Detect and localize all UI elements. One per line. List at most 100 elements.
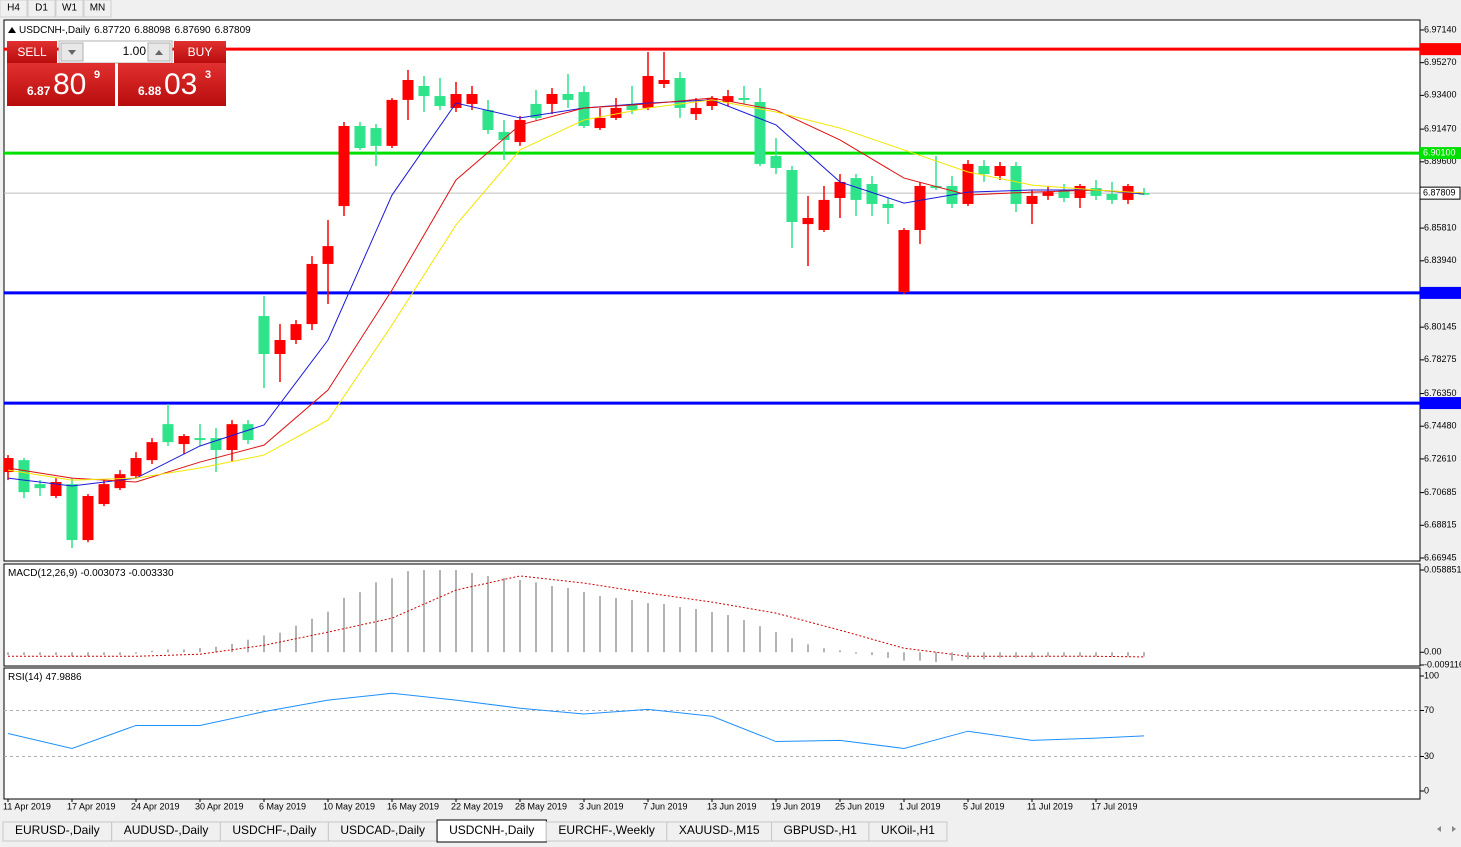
candle-body [274, 340, 286, 355]
candle-body [370, 128, 382, 146]
sell-label[interactable]: SELL [17, 45, 47, 59]
symbol-tab-label[interactable]: UKOil-,H1 [881, 823, 935, 837]
x-tick-label: 10 May 2019 [323, 801, 375, 811]
x-tick-label: 19 Jun 2019 [771, 801, 821, 811]
price-pips: 03 [164, 68, 197, 101]
candle-body [146, 442, 158, 461]
sell-button[interactable] [7, 41, 57, 63]
candle-body [754, 102, 766, 164]
macd-value: -0.003073 [80, 568, 125, 579]
lot-value[interactable]: 1.00 [123, 44, 147, 58]
symbol-tab-label[interactable]: AUDUSD-,Daily [124, 823, 209, 837]
y-tick-label: -0.009116 [1424, 659, 1461, 669]
price-fraction: 9 [94, 69, 100, 81]
symbol-tab-label[interactable]: USDCNH-,Daily [449, 823, 534, 837]
macd-readout: MACD(12,26,9) -0.003073 -0.003330 [8, 568, 174, 579]
candle-body [130, 458, 142, 477]
candle-body [642, 75, 654, 108]
period-label[interactable]: H4 [7, 3, 20, 14]
period-label[interactable]: MN [90, 3, 106, 14]
y-tick-label: 6.68815 [1424, 520, 1457, 530]
symbol-icon [8, 27, 16, 33]
y-tick-label: 0.00 [1424, 647, 1442, 657]
rsi-line [7, 692, 1145, 749]
candle-body [546, 93, 558, 104]
y-tick-label: 6.85810 [1424, 222, 1457, 232]
buy-label[interactable]: BUY [188, 45, 213, 59]
candle-body [690, 107, 702, 115]
period-button[interactable] [0, 0, 28, 18]
candle-body [66, 484, 78, 541]
lot-spinner[interactable] [58, 40, 173, 64]
candle-body [866, 184, 878, 204]
y-tick-label: 0.058851 [1424, 564, 1461, 574]
price-prefix: 6.88 [138, 84, 162, 98]
candle-body [82, 495, 94, 541]
candle-body [722, 96, 734, 103]
price-box[interactable] [7, 63, 115, 106]
y-tick-label: 6.66945 [1424, 552, 1457, 562]
level-price-box [1420, 147, 1461, 160]
candle-body [1010, 166, 1022, 204]
period-button[interactable] [55, 0, 84, 18]
rsi-panel [3, 667, 1421, 800]
candle-body [34, 484, 46, 489]
ohlc-value: 6.87720 [94, 25, 131, 36]
candle-body [578, 92, 590, 126]
candle-body [626, 103, 638, 111]
current-price-box [1419, 186, 1461, 200]
candle-body [354, 125, 366, 149]
candle-body [210, 438, 222, 451]
level-price-label: 6.90100 [1423, 147, 1456, 157]
rsi-value: 47.9886 [45, 672, 82, 683]
candle-body [466, 93, 478, 104]
x-tick-label: 22 May 2019 [451, 801, 503, 811]
y-tick-label: 6.72610 [1424, 453, 1457, 463]
candle-body [1106, 193, 1118, 200]
symbol-tab[interactable] [868, 821, 948, 842]
candle-body [978, 166, 990, 175]
macd-value: -0.003330 [129, 568, 174, 579]
candle-body [1090, 188, 1102, 196]
candle-body [1074, 185, 1086, 199]
candle-body [882, 203, 894, 208]
candle-body [706, 97, 718, 107]
candle-body [434, 96, 446, 107]
buy-button[interactable] [174, 41, 226, 63]
period-button[interactable] [83, 0, 112, 18]
price-prefix: 6.87 [27, 84, 51, 98]
period-label[interactable]: D1 [35, 3, 48, 14]
candle-body [850, 178, 862, 200]
symbol-tab-label[interactable]: GBPUSD-,H1 [784, 823, 858, 837]
period-button[interactable] [27, 0, 56, 18]
candle-body [194, 438, 206, 441]
symbol-tab-label[interactable]: EURCHF-,Weekly [558, 823, 654, 837]
period-label[interactable]: W1 [62, 3, 77, 14]
price-box[interactable] [118, 63, 226, 106]
symbol-tab-label[interactable]: USDCHF-,Daily [232, 823, 316, 837]
x-tick-label: 17 Apr 2019 [67, 801, 116, 811]
x-tick-label: 13 Jun 2019 [707, 801, 757, 811]
main-panel [3, 19, 1421, 562]
candle-body [306, 263, 318, 325]
macd-title: MACD(12,26,9) [8, 568, 77, 579]
y-tick-label: 6.95270 [1424, 57, 1457, 67]
candle-body [914, 185, 926, 231]
candle-body [322, 246, 334, 264]
x-tick-label: 30 Apr 2019 [195, 801, 244, 811]
symbol-tab-label[interactable]: USDCAD-,Daily [340, 823, 425, 837]
symbol-tab-label[interactable]: XAUUSD-,M15 [679, 823, 760, 837]
candle-body [786, 170, 798, 222]
candle-body [962, 163, 974, 204]
symbol-tab-label[interactable]: EURUSD-,Daily [15, 823, 100, 837]
y-tick-label: 6.78275 [1424, 354, 1457, 364]
y-tick-label: 6.91470 [1424, 123, 1457, 133]
rsi-title: RSI(14) [8, 672, 42, 683]
level-price-box [1420, 397, 1461, 410]
candle-body [610, 107, 622, 118]
candle-body [482, 110, 494, 130]
candle-body [898, 230, 910, 293]
candle-body [386, 99, 398, 146]
candle-body [338, 125, 350, 207]
